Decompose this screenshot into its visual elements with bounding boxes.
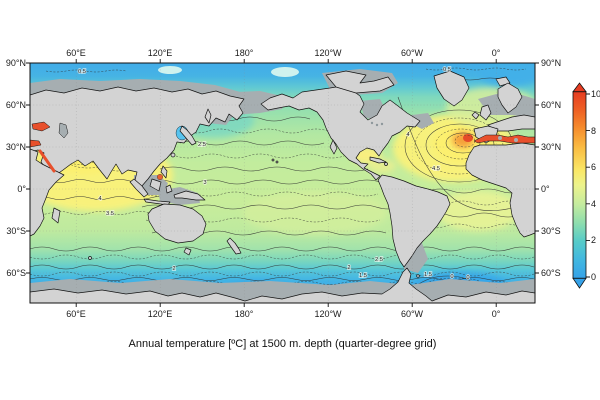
- x-axis-label-top: 180°: [234, 48, 254, 58]
- colorbar-tick-label: 2: [591, 235, 597, 246]
- y-axis-label-right: 30°N: [541, 142, 562, 152]
- svg-text:0: 0: [466, 275, 469, 281]
- map-frame: [29, 62, 536, 304]
- svg-text:1.5: 1.5: [424, 272, 432, 278]
- svg-text:4.5: 4.5: [432, 166, 440, 172]
- black-sea: [31, 121, 51, 132]
- y-axis-label-left: 60°S: [6, 268, 26, 278]
- svg-text:4: 4: [406, 132, 410, 138]
- land-eurasia: [30, 86, 245, 188]
- land-scandinavia: [497, 82, 523, 114]
- landmasses: [30, 70, 535, 303]
- svg-text:0.5: 0.5: [443, 67, 451, 73]
- land-africa: [465, 142, 535, 238]
- colorbar-arrow-down-icon: [572, 277, 587, 289]
- mediterranean-sea: [473, 134, 535, 144]
- svg-text:2: 2: [172, 266, 175, 272]
- x-axis-label-top: 120°E: [147, 48, 173, 58]
- colorbar-tick-label: 10: [591, 89, 600, 99]
- svg-text:2.5: 2.5: [198, 142, 206, 148]
- land-japan: [179, 125, 197, 146]
- svg-text:4: 4: [98, 196, 102, 202]
- svg-text:3.5: 3.5: [106, 211, 114, 217]
- land-australia: [147, 203, 207, 244]
- colorbar-tick-label: 0: [591, 272, 597, 282]
- y-axis-label-left: 30°N: [5, 142, 26, 152]
- colorbar-tick-label: 4: [591, 198, 597, 209]
- axis-ticks: [26, 59, 539, 307]
- x-axis-label-bottom: 180°: [234, 309, 254, 319]
- y-axis-label-right: 60°S: [541, 268, 561, 278]
- y-axis-label-right: 60°N: [541, 100, 562, 110]
- svg-text:2: 2: [347, 265, 350, 271]
- svg-text:0: 0: [450, 274, 453, 280]
- land-africa-east: [30, 148, 65, 237]
- colorbar-arrow-up-icon: [572, 82, 587, 93]
- x-axis-label-top: 120°W: [314, 48, 342, 58]
- svg-text:0.5: 0.5: [78, 69, 86, 75]
- x-axis-label-bottom: 60°W: [400, 309, 424, 319]
- x-axis-label-bottom: 0°: [491, 309, 501, 319]
- svg-text:2.5: 2.5: [375, 257, 383, 263]
- y-axis-label-left: 0°: [17, 184, 26, 194]
- x-axis-label-bottom: 120°W: [314, 309, 342, 319]
- land-new-guinea: [173, 190, 206, 201]
- x-axis-label-top: 60°E: [66, 48, 86, 58]
- figure-caption: Annual temperature [ºC] at 1500 m. depth…: [128, 338, 437, 350]
- y-axis-label-right: 30°S: [541, 226, 561, 236]
- colorbar-tick-label: 8: [591, 125, 597, 136]
- land-new-zealand: [226, 237, 242, 255]
- land-south-america: [377, 174, 451, 268]
- x-axis-label-bottom: 60°E: [66, 309, 86, 319]
- y-axis-label-left: 60°N: [5, 100, 26, 110]
- svg-text:3: 3: [203, 180, 206, 186]
- land-antarctica: [30, 267, 535, 303]
- y-axis-label-left: 30°S: [6, 226, 26, 236]
- caspian-sea: [58, 122, 69, 139]
- svg-text:1.5: 1.5: [359, 273, 367, 279]
- contour-labels: 0.5 0.5 2.5 3 4 3.5 4 4.5 2.5 2 1.5 1.5 …: [77, 66, 470, 282]
- colorbar: [572, 82, 590, 289]
- x-axis-label-bottom: 120°E: [147, 309, 173, 319]
- sulu-sea: [157, 174, 163, 180]
- y-axis-label-left: 90°N: [5, 58, 26, 68]
- y-axis-label-right: 90°N: [541, 58, 562, 68]
- x-axis-label-top: 0°: [491, 48, 501, 58]
- x-axis-label-top: 60°W: [400, 48, 424, 58]
- y-axis-label-right: 0°: [541, 184, 550, 194]
- colorbar-tick-label: 6: [591, 162, 597, 173]
- red-sea: [38, 149, 56, 173]
- land-arctic-islands: [325, 70, 395, 94]
- land-greenland: [433, 70, 470, 107]
